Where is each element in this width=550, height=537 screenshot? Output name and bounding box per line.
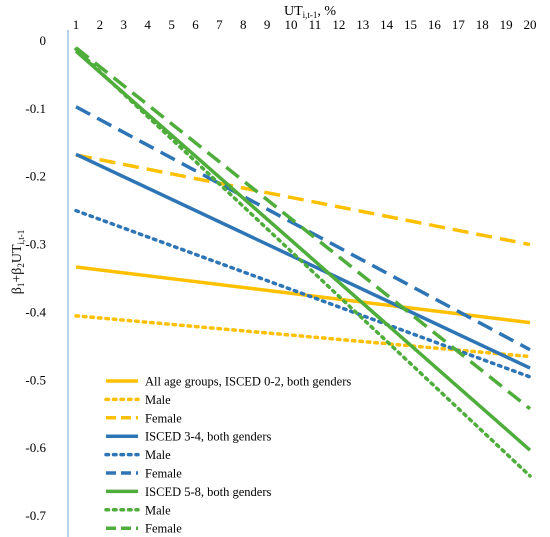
x-tick-label: 4 <box>144 17 151 32</box>
x-tick-label: 6 <box>192 17 199 32</box>
y-tick-label: -0.5 <box>25 372 46 387</box>
x-axis-title: UTi,t-1, % <box>284 4 336 20</box>
x-tick-label: 19 <box>500 17 513 32</box>
x-tick-label: 18 <box>476 17 489 32</box>
legend-label: Male <box>145 393 171 407</box>
legend-label: All age groups, ISCED 0-2, both genders <box>145 375 351 389</box>
series-line <box>75 153 531 247</box>
x-tick-label: 15 <box>404 17 417 32</box>
x-tick-label: 16 <box>428 17 442 32</box>
x-tick-label: 17 <box>452 17 466 32</box>
series-line <box>75 105 531 352</box>
legend-label: Female <box>145 411 182 425</box>
legend-label: Female <box>145 467 182 481</box>
y-tick-label: -0.1 <box>25 101 46 116</box>
x-tick-label: 11 <box>309 17 322 32</box>
legend-label: ISCED 3-4, both genders <box>145 430 272 444</box>
x-tick-labels: 1 2 3 4 5 6 7 8 9 10 11 12 13 14 15 16 17 18 19 20 <box>73 17 537 32</box>
series-layer <box>74 46 532 478</box>
x-tick-label: 7 <box>216 17 223 32</box>
y-tick-labels: 0 -0.1 -0.2 -0.3 -0.4 -0.5 -0.6 -0.7 <box>25 33 46 523</box>
y-tick-label: 0 <box>40 33 47 48</box>
y-tick-label: -0.2 <box>25 169 46 184</box>
y-axis-title: β1+β2UTi,t-1 <box>10 230 26 295</box>
x-tick-label: 12 <box>332 17 345 32</box>
x-tick-label: 20 <box>524 17 537 32</box>
x-tick-label: 5 <box>168 17 175 32</box>
series-line <box>74 46 532 411</box>
legend-label: ISCED 5-8, both genders <box>145 485 272 499</box>
y-tick-label: -0.6 <box>25 440 46 455</box>
x-tick-label: 2 <box>97 17 104 32</box>
series-line <box>74 49 532 452</box>
x-tick-label: 10 <box>285 17 298 32</box>
legend-label: Female <box>145 522 182 536</box>
legend-label: Male <box>145 448 171 462</box>
y-tick-label: -0.4 <box>25 304 46 319</box>
x-tick-label: 14 <box>380 17 394 32</box>
series-line <box>74 314 532 359</box>
y-tick-label: -0.7 <box>25 508 46 523</box>
x-tick-label: 1 <box>73 17 80 32</box>
x-tick-label: 3 <box>121 17 128 32</box>
series-line <box>74 47 532 478</box>
x-tick-label: 9 <box>264 17 271 32</box>
series-line <box>74 208 532 379</box>
legend-label: Male <box>145 503 171 517</box>
x-tick-label: 13 <box>356 17 369 32</box>
legend: All age groups, ISCED 0-2, both genders M… <box>104 375 351 536</box>
y-tick-label: -0.3 <box>25 237 46 252</box>
x-tick-label: 8 <box>240 17 247 32</box>
